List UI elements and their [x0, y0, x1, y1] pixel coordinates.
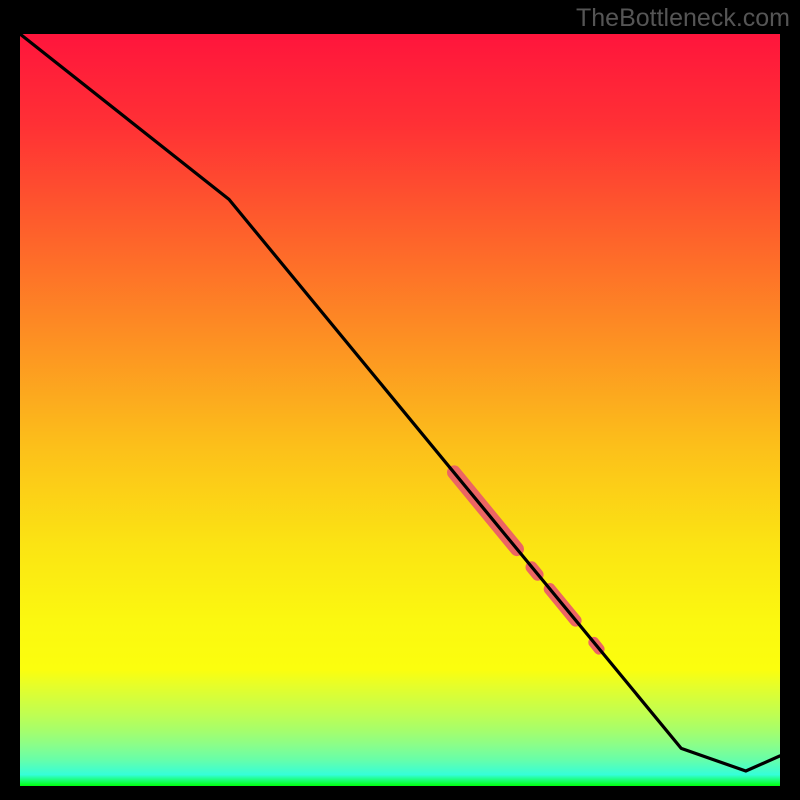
line-overlay — [20, 34, 780, 786]
plot-area — [20, 34, 780, 786]
chart-container: { "watermark": { "text": "TheBottleneck.… — [0, 0, 800, 800]
main-curve — [20, 34, 780, 771]
watermark-text: TheBottleneck.com — [576, 4, 790, 33]
